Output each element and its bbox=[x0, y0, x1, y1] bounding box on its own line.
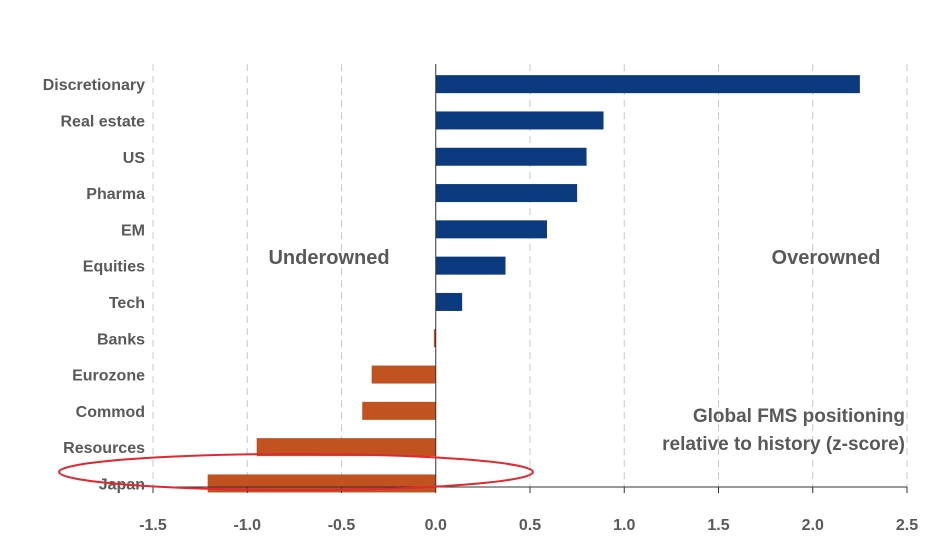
category-label: Tech bbox=[109, 295, 145, 312]
bars bbox=[207, 75, 860, 493]
bar-real-estate bbox=[435, 111, 604, 130]
category-label: Resources bbox=[63, 440, 145, 457]
overowned-label: Overowned bbox=[772, 247, 881, 269]
underowned-label: Underowned bbox=[268, 247, 389, 269]
chart-note-line-2: relative to history (z-score) bbox=[662, 434, 905, 455]
x-ticks: -1.5 -1.0 -0.5 0.0 0.5 1.0 1.5 2.0 2.5 bbox=[139, 487, 918, 534]
x-tick-label: 0.0 bbox=[425, 517, 447, 534]
bar-equities bbox=[435, 256, 506, 275]
x-tick-label: 1.0 bbox=[613, 517, 635, 534]
bar-tech bbox=[435, 292, 463, 311]
x-tick-label: -0.5 bbox=[328, 517, 356, 534]
bar-em bbox=[435, 220, 547, 239]
category-label: Real estate bbox=[61, 113, 146, 130]
category-label: EM bbox=[121, 222, 145, 239]
category-label: Commod bbox=[76, 404, 145, 421]
grid-lines bbox=[152, 64, 908, 487]
bar-resources bbox=[256, 438, 436, 457]
category-label: Pharma bbox=[86, 186, 145, 203]
category-label: Eurozone bbox=[72, 368, 145, 385]
x-tick-label: 0.5 bbox=[519, 517, 541, 534]
bar-pharma bbox=[435, 184, 578, 203]
bar-eurozone bbox=[371, 365, 436, 384]
chart-note-line-1: Global FMS positioning bbox=[693, 406, 905, 427]
category-label: Banks bbox=[97, 331, 145, 348]
japan-highlight-ellipse bbox=[58, 453, 534, 491]
x-tick-label: 2.5 bbox=[896, 517, 918, 534]
x-tick-label: 2.0 bbox=[802, 517, 824, 534]
x-tick-label: -1.0 bbox=[233, 517, 261, 534]
bar-banks bbox=[433, 329, 436, 348]
x-tick-label: -1.5 bbox=[139, 517, 167, 534]
x-tick-label: 1.5 bbox=[707, 517, 729, 534]
bar-us bbox=[435, 147, 587, 166]
category-label: Equities bbox=[83, 259, 145, 276]
bar-discretionary bbox=[435, 75, 860, 94]
bar-commod bbox=[362, 401, 436, 420]
category-label: Discretionary bbox=[43, 77, 145, 94]
category-label: US bbox=[123, 150, 146, 167]
category-labels: Discretionary Real estate US Pharma EM Equiti… bbox=[43, 77, 146, 493]
